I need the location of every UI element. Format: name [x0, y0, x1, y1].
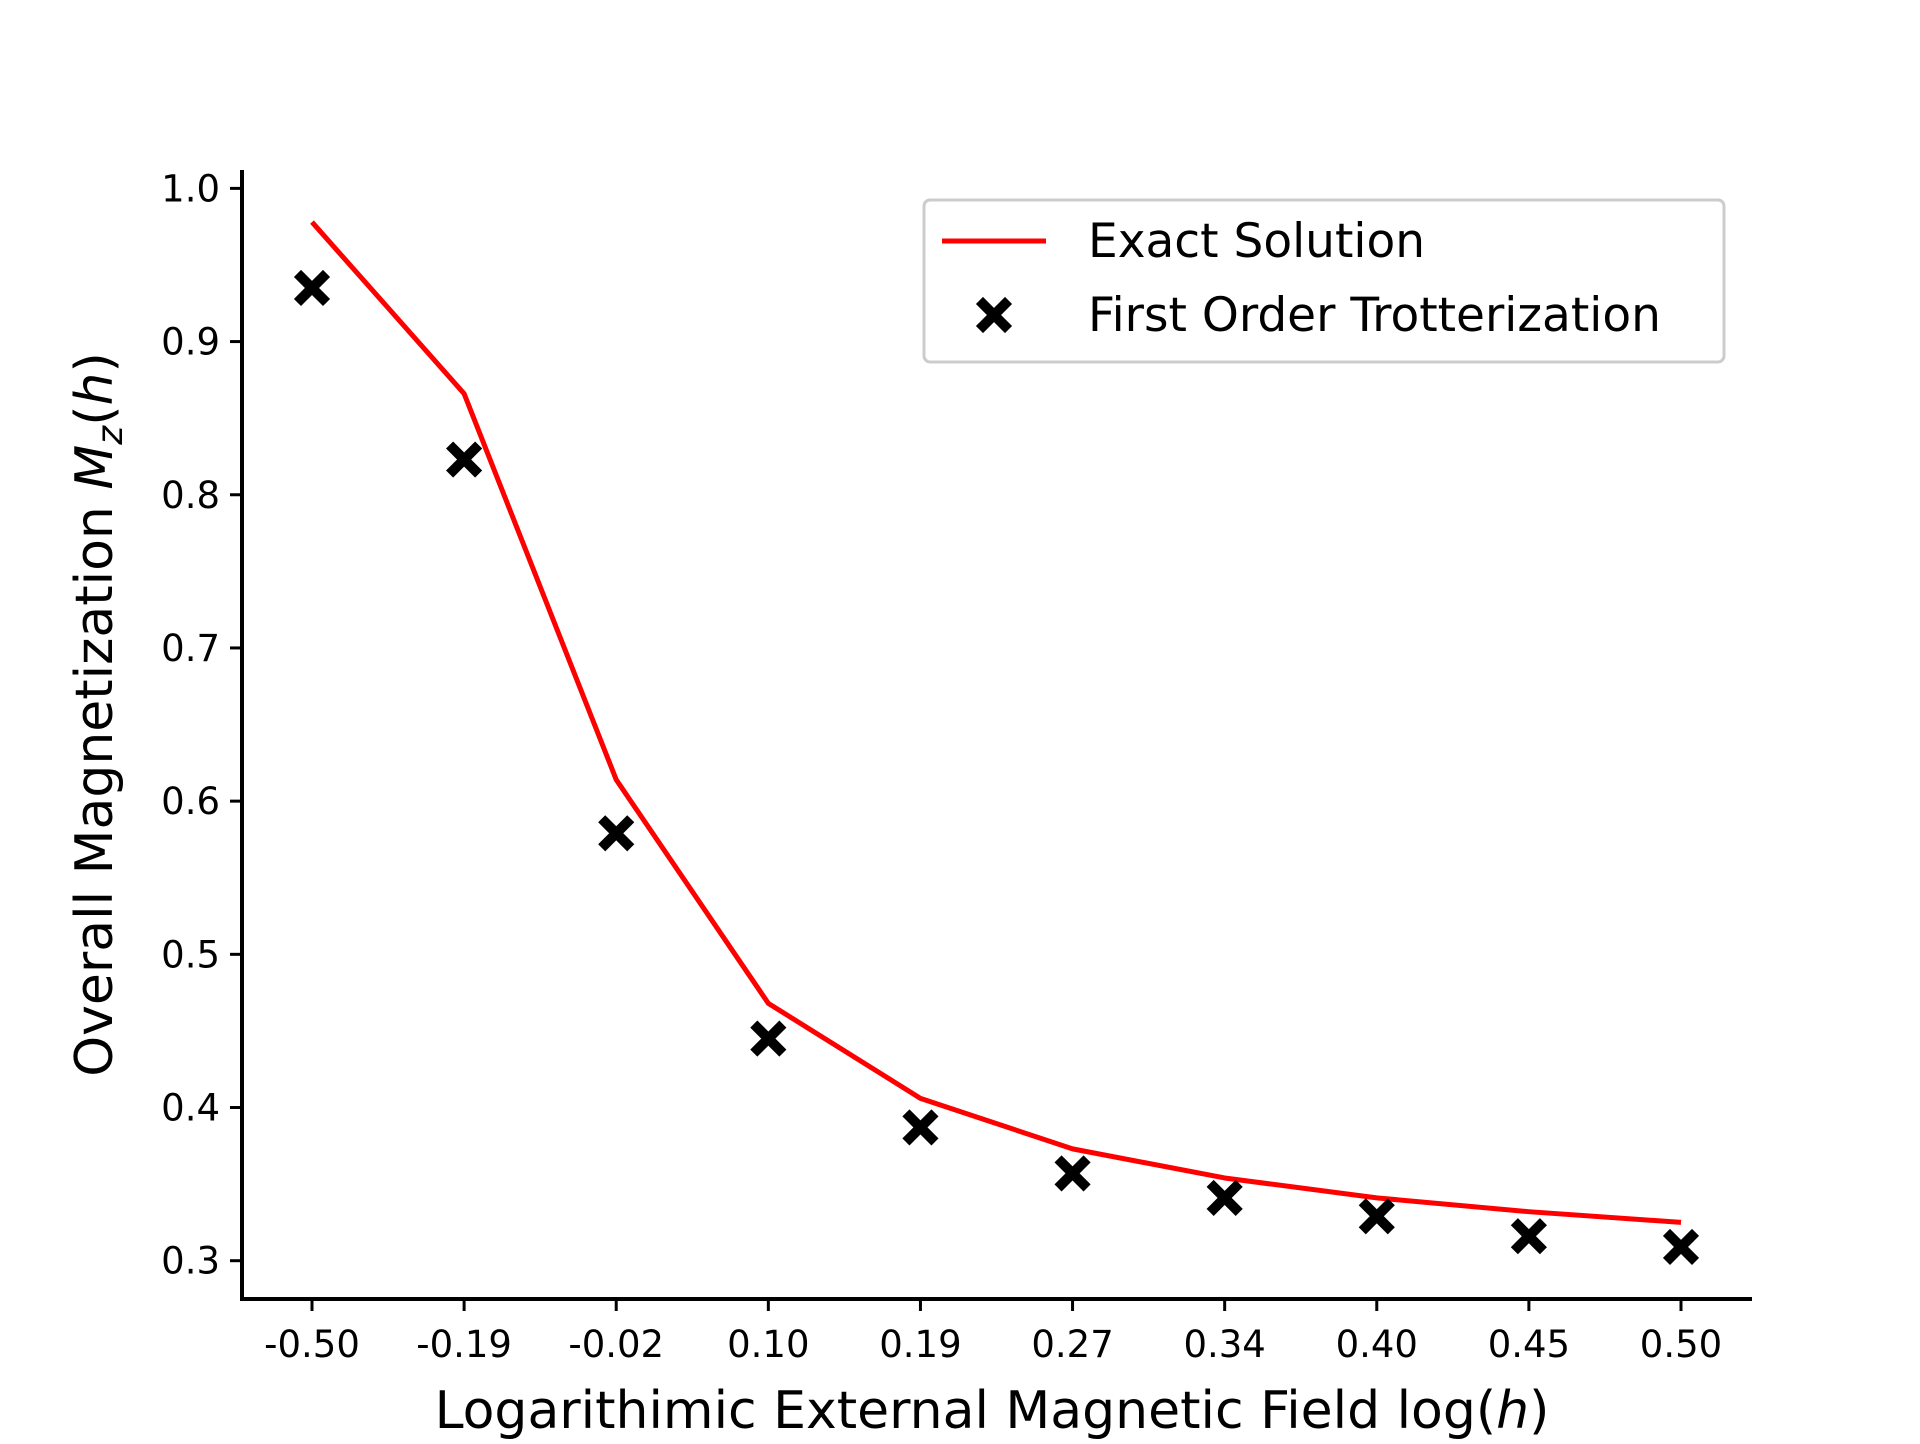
data-point-trotterization [293, 269, 331, 307]
legend-box [922, 198, 1726, 364]
y-tick-label: 1.0 [161, 167, 220, 210]
marker-x-stroke [598, 815, 635, 852]
data-point-trotterization [902, 1109, 939, 1146]
x-tick-label: 0.40 [1336, 1323, 1418, 1366]
series-line-exact-solution [310, 220, 1682, 1225]
axes: 0.3 0.4 0.5 0.6 0.7 0.8 0.9 1.0 -0.50 -0.19 -0.02 0… [65, 167, 1752, 1441]
legend: Exact Solution First Order Trotterization [922, 198, 1726, 364]
marker-x-stroke [1510, 1218, 1547, 1255]
x-tick-label: -0.02 [568, 1323, 664, 1366]
y-tick-label: 0.6 [161, 780, 220, 823]
x-tick-label: 0.45 [1488, 1323, 1570, 1366]
y-axis-label: Overall Magnetization Mz(h) [65, 352, 131, 1077]
marker-x-stroke [1206, 1179, 1243, 1216]
marker-x-stroke [750, 1020, 787, 1057]
marker-x-stroke [293, 269, 331, 307]
data-point-trotterization [598, 815, 635, 852]
y-tick-label: 0.9 [161, 321, 220, 364]
plot-area [293, 220, 1700, 1265]
legend-marker-swatch [975, 296, 1013, 334]
y-tick-label: 0.8 [161, 474, 220, 517]
data-point-trotterization [1510, 1218, 1547, 1255]
data-point-trotterization [1206, 1179, 1243, 1216]
data-point-trotterization [1358, 1198, 1395, 1235]
data-point-trotterization [446, 441, 483, 478]
legend-label: First Order Trotterization [1088, 288, 1661, 343]
x-axis-label: Logarithimic External Magnetic Field log… [435, 1381, 1550, 1440]
y-tick-label: 0.5 [161, 933, 220, 976]
x-tick-label: 0.10 [727, 1323, 809, 1366]
marker-x-stroke [1662, 1228, 1700, 1265]
data-point-trotterization [1662, 1228, 1700, 1265]
marker-x-stroke [1358, 1198, 1395, 1235]
x-tick-label: -0.50 [264, 1323, 360, 1366]
marker-x-stroke [975, 296, 1013, 334]
x-tick-label: -0.19 [416, 1323, 512, 1366]
y-tick-label: 0.3 [161, 1240, 220, 1283]
y-tick-label: 0.7 [161, 627, 220, 670]
x-tick-label: 0.19 [879, 1323, 961, 1366]
x-tick-label: 0.27 [1031, 1323, 1113, 1366]
legend-label: Exact Solution [1088, 214, 1425, 269]
data-point-trotterization [1054, 1155, 1091, 1192]
y-tick-label: 0.4 [161, 1087, 220, 1130]
marker-x-stroke [902, 1109, 939, 1146]
data-point-trotterization [750, 1020, 787, 1057]
x-tick-label: 0.34 [1183, 1323, 1265, 1366]
marker-x-stroke [1054, 1155, 1091, 1192]
x-tick-label: 0.50 [1640, 1323, 1722, 1366]
marker-x-stroke [446, 441, 483, 478]
